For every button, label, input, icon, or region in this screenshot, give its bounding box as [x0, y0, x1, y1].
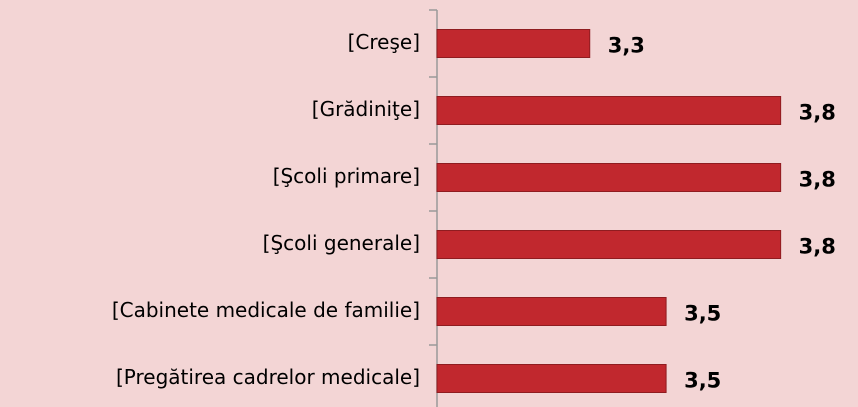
value-label: 3,8 [799, 101, 836, 125]
value-label: 3,8 [799, 235, 836, 259]
category-label: [Grădiniţe] [312, 97, 420, 121]
category-label: [Şcoli generale] [263, 231, 420, 255]
bar [436, 364, 667, 393]
bar [436, 297, 667, 326]
bar [436, 230, 782, 259]
category-label: [Creşe] [348, 30, 420, 54]
value-label: 3,3 [608, 34, 645, 58]
category-label: [Şcoli primare] [273, 164, 420, 188]
value-label: 3,8 [799, 168, 836, 192]
value-label: 3,5 [684, 302, 721, 326]
category-label: [Cabinete medicale de familie] [112, 298, 420, 322]
bar [436, 163, 782, 192]
bar [436, 29, 591, 58]
value-label: 3,5 [684, 369, 721, 393]
bar [436, 96, 782, 125]
category-label: [Pregătirea cadrelor medicale] [116, 365, 420, 389]
